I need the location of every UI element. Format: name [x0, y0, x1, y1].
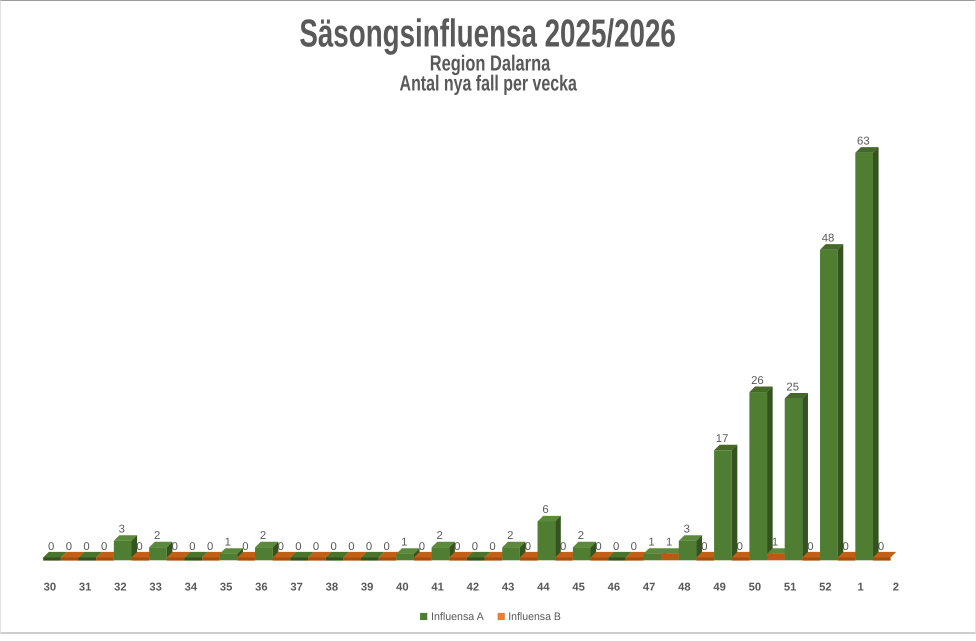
- svg-text:52: 52: [819, 581, 831, 593]
- svg-text:0: 0: [66, 541, 72, 553]
- svg-text:45: 45: [572, 581, 584, 593]
- svg-text:0: 0: [242, 541, 248, 553]
- svg-text:63: 63: [857, 135, 870, 147]
- svg-text:6: 6: [542, 504, 548, 516]
- svg-text:Antal nya fall per vecka: Antal nya fall per vecka: [400, 71, 578, 96]
- svg-text:0: 0: [843, 541, 849, 553]
- svg-text:Säsongsinfluensa 2025/2026: Säsongsinfluensa 2025/2026: [299, 13, 676, 56]
- svg-text:0: 0: [366, 541, 372, 553]
- svg-text:40: 40: [396, 581, 408, 593]
- svg-text:0: 0: [295, 541, 301, 553]
- svg-text:42: 42: [467, 581, 479, 593]
- svg-text:2: 2: [507, 530, 513, 542]
- svg-text:0: 0: [189, 541, 195, 553]
- svg-text:2: 2: [893, 581, 899, 593]
- svg-text:47: 47: [643, 581, 655, 593]
- svg-text:Region Dalarna: Region Dalarna: [430, 50, 551, 75]
- svg-text:37: 37: [290, 581, 302, 593]
- svg-text:39: 39: [361, 581, 373, 593]
- svg-text:30: 30: [44, 581, 56, 593]
- svg-text:1: 1: [858, 581, 864, 593]
- svg-text:0: 0: [489, 541, 495, 553]
- svg-text:0: 0: [737, 541, 743, 553]
- svg-text:0: 0: [525, 541, 531, 553]
- svg-text:34: 34: [185, 581, 198, 593]
- svg-text:38: 38: [326, 581, 338, 593]
- svg-text:3: 3: [684, 524, 690, 536]
- svg-text:0: 0: [454, 541, 460, 553]
- svg-text:0: 0: [560, 541, 566, 553]
- svg-text:1: 1: [772, 537, 778, 549]
- svg-text:0: 0: [613, 541, 619, 553]
- svg-text:49: 49: [713, 581, 725, 593]
- svg-text:0: 0: [278, 541, 284, 553]
- svg-text:1: 1: [225, 537, 231, 549]
- svg-text:0: 0: [878, 541, 884, 553]
- svg-text:36: 36: [255, 581, 267, 593]
- svg-text:51: 51: [784, 581, 796, 593]
- svg-text:0: 0: [83, 541, 89, 553]
- svg-text:0: 0: [207, 541, 213, 553]
- svg-text:35: 35: [220, 581, 232, 593]
- svg-text:2: 2: [154, 530, 160, 542]
- svg-text:3: 3: [119, 524, 125, 536]
- svg-text:0: 0: [101, 541, 107, 553]
- svg-text:0: 0: [384, 541, 390, 553]
- svg-text:0: 0: [807, 541, 813, 553]
- svg-text:0: 0: [313, 541, 319, 553]
- svg-text:17: 17: [716, 433, 729, 445]
- svg-text:50: 50: [749, 581, 761, 593]
- svg-text:0: 0: [419, 541, 425, 553]
- svg-text:0: 0: [348, 541, 354, 553]
- svg-text:0: 0: [48, 541, 54, 553]
- svg-text:33: 33: [149, 581, 161, 593]
- svg-text:32: 32: [114, 581, 126, 593]
- svg-text:25: 25: [786, 381, 799, 393]
- svg-text:0: 0: [136, 541, 142, 553]
- svg-text:0: 0: [595, 541, 601, 553]
- svg-text:0: 0: [172, 541, 178, 553]
- svg-text:Influensa A: Influensa A: [431, 611, 484, 623]
- svg-text:43: 43: [502, 581, 514, 593]
- svg-text:26: 26: [751, 375, 764, 387]
- svg-text:Influensa B: Influensa B: [508, 611, 561, 623]
- svg-text:0: 0: [472, 541, 478, 553]
- svg-text:44: 44: [537, 581, 550, 593]
- svg-text:1: 1: [401, 537, 407, 549]
- svg-text:0: 0: [701, 541, 707, 553]
- svg-text:2: 2: [436, 530, 442, 542]
- svg-text:2: 2: [260, 530, 266, 542]
- svg-text:1: 1: [648, 537, 654, 549]
- svg-text:0: 0: [331, 541, 337, 553]
- svg-text:41: 41: [431, 581, 443, 593]
- svg-text:2: 2: [578, 530, 584, 542]
- svg-text:31: 31: [79, 581, 91, 593]
- svg-text:46: 46: [608, 581, 620, 593]
- svg-text:0: 0: [631, 541, 637, 553]
- svg-text:48: 48: [678, 581, 690, 593]
- svg-text:1: 1: [666, 537, 672, 549]
- svg-text:48: 48: [822, 232, 835, 244]
